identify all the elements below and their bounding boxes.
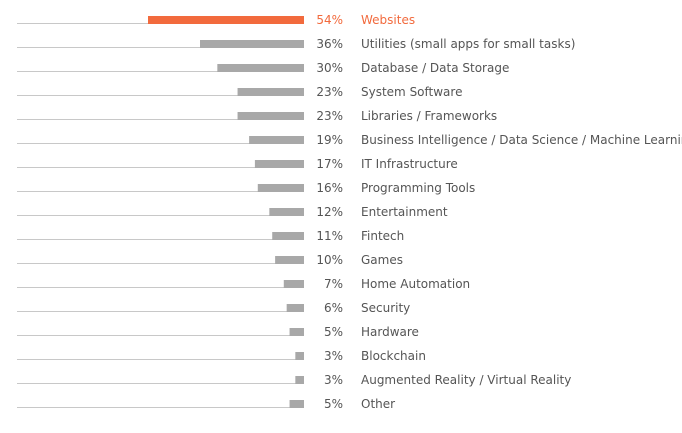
value-label: 5% [324,397,343,411]
value-label: 23% [316,85,343,99]
value-label: 19% [316,133,343,147]
bar-5 [237,112,304,120]
category-label: Augmented Reality / Virtual Reality [361,373,571,387]
value-label: 16% [316,181,343,195]
value-label: 5% [324,325,343,339]
bar-17 [289,400,304,408]
value-label: 36% [316,37,343,51]
category-label: Blockchain [361,349,426,363]
bar-4 [237,88,304,96]
bar-9 [269,208,304,216]
bar-3 [217,64,304,72]
category-label: System Software [361,85,462,99]
category-label: Home Automation [361,277,470,291]
bar-7 [254,160,304,168]
value-label: 3% [324,349,343,363]
value-label: 3% [324,373,343,387]
category-label: Games [361,253,403,267]
value-label: 12% [316,205,343,219]
bar-2 [200,40,304,48]
bar-14 [289,328,304,336]
value-label: 23% [316,109,343,123]
value-label: 7% [324,277,343,291]
bar-11 [275,256,304,264]
bar-12 [283,280,304,288]
bar-1 [148,16,304,24]
category-label: Database / Data Storage [361,61,509,75]
bar-15 [295,352,304,360]
category-label: Websites [361,13,415,27]
value-label: 11% [316,229,343,243]
bar-8 [257,184,304,192]
category-label: Security [361,301,410,315]
category-label: Fintech [361,229,404,243]
bar-10 [272,232,304,240]
bar-13 [286,304,304,312]
value-label: 17% [316,157,343,171]
bar-16 [295,376,304,384]
category-label: Entertainment [361,205,448,219]
category-label: Programming Tools [361,181,475,195]
category-label: Libraries / Frameworks [361,109,497,123]
value-label: 30% [316,61,343,75]
value-label: 6% [324,301,343,315]
category-label: IT Infrastructure [361,157,458,171]
category-label: Business Intelligence / Data Science / M… [361,133,682,147]
value-label: 54% [316,13,343,27]
category-label: Utilities (small apps for small tasks) [361,37,575,51]
value-label: 10% [316,253,343,267]
category-label: Hardware [361,325,419,339]
bar-6 [249,136,304,144]
category-label: Other [361,397,395,411]
